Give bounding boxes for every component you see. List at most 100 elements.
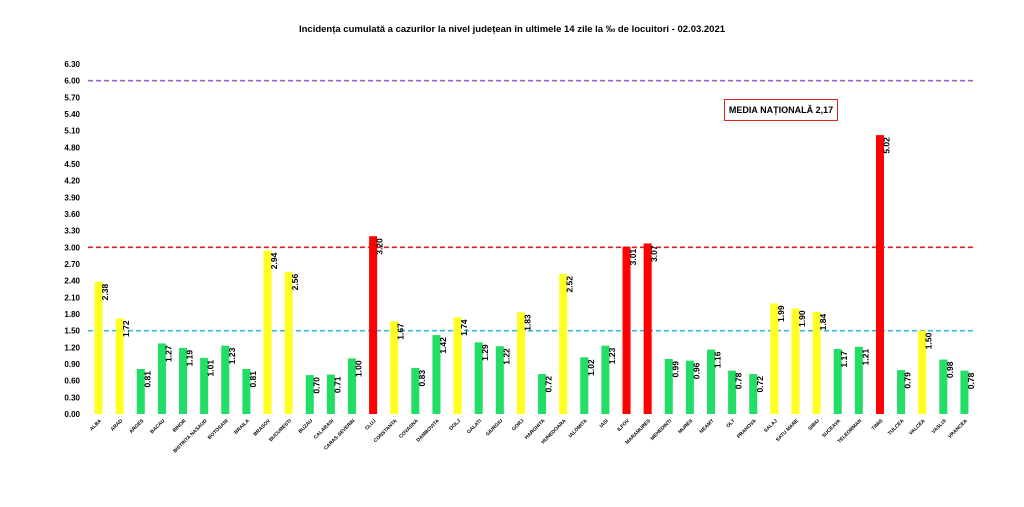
y-tick-label: 4.80 xyxy=(64,143,80,152)
bar xyxy=(242,369,251,414)
bar xyxy=(495,346,504,414)
bar xyxy=(601,345,610,414)
bar xyxy=(875,135,884,414)
data-label: 3.20 xyxy=(375,238,385,255)
x-tick-label: SALAJ xyxy=(763,418,779,434)
data-label: 1.83 xyxy=(522,314,532,331)
x-tick-label: MEHEDINTI xyxy=(649,418,673,442)
bar xyxy=(263,250,272,414)
bar xyxy=(833,349,842,414)
x-tick-label: TULCEA xyxy=(887,418,906,437)
x-tick-label: SIBIU xyxy=(807,418,821,432)
y-tick-label: 1.80 xyxy=(64,310,80,319)
data-label: 1.17 xyxy=(839,351,849,368)
bar xyxy=(559,274,568,414)
x-tick-label: IALOMITA xyxy=(568,418,589,439)
bar xyxy=(918,330,927,414)
y-tick-label: 6.00 xyxy=(64,77,80,86)
x-tick-label: COVASNA xyxy=(398,418,420,440)
y-tick-label: 1.50 xyxy=(64,327,80,336)
data-label: 2.56 xyxy=(290,274,300,291)
y-tick-label: 6.30 xyxy=(64,60,80,69)
data-label: 1.90 xyxy=(797,310,807,327)
data-label: 5.02 xyxy=(881,137,891,154)
y-tick-label: 5.70 xyxy=(64,93,80,102)
bar xyxy=(179,347,188,414)
bar xyxy=(432,335,441,414)
data-label: 1.02 xyxy=(586,359,596,376)
y-tick-label: 1.20 xyxy=(64,343,80,352)
bar xyxy=(939,359,948,414)
data-label: 1.00 xyxy=(354,360,364,377)
data-label: 2.94 xyxy=(269,252,279,269)
data-label: 0.81 xyxy=(248,371,258,388)
data-label: 0.96 xyxy=(691,362,701,379)
bar xyxy=(728,370,737,414)
bar xyxy=(474,342,483,414)
national-average-annotation: MEDIA NAȚIONALĂ 2,17 xyxy=(724,99,838,121)
data-label: 0.78 xyxy=(966,372,976,389)
data-label: 0.98 xyxy=(945,361,955,378)
bar xyxy=(960,370,969,414)
x-tick-label: OLT xyxy=(725,418,736,429)
x-tick-label: DAMBOVITA xyxy=(415,418,441,444)
data-label: 1.21 xyxy=(860,349,870,366)
x-tick-label: TIMIS xyxy=(871,418,885,432)
data-label: 0.72 xyxy=(544,376,554,393)
data-label: 1.72 xyxy=(121,320,131,337)
y-tick-label: 3.00 xyxy=(64,243,80,252)
bar xyxy=(347,358,357,414)
data-label: 1.84 xyxy=(818,314,828,331)
data-label: 2.38 xyxy=(100,284,110,301)
data-label: 0.99 xyxy=(670,361,680,378)
threshold-lines xyxy=(88,79,975,332)
data-label: 1.16 xyxy=(713,351,723,368)
x-tick-label: GIURGIU xyxy=(485,418,505,438)
bar xyxy=(538,374,547,414)
bar xyxy=(685,360,694,414)
bar xyxy=(791,308,800,414)
chart-title: Incidența cumulată a cazurilor la nivel … xyxy=(298,24,726,35)
bar xyxy=(157,343,166,414)
bar xyxy=(706,349,716,414)
x-tick-label: BUZAU xyxy=(298,418,315,435)
bar xyxy=(200,357,209,414)
bar xyxy=(812,311,821,414)
data-label: 0.71 xyxy=(332,376,342,393)
bar xyxy=(221,345,230,414)
data-label: 0.78 xyxy=(734,372,744,389)
x-tick-label: ILFOV xyxy=(616,418,631,433)
bar xyxy=(369,236,378,414)
bar xyxy=(305,375,314,414)
data-label: 1.74 xyxy=(459,319,469,336)
y-tick-label: 2.40 xyxy=(64,277,80,286)
x-tick-label: ARGES xyxy=(128,418,145,435)
data-labels: 2.38 1.72 0.81 1.27 1.19 1.01 1.23 0.81 2.94 2.56… xyxy=(100,137,976,394)
x-tick-label: BRASOV xyxy=(253,418,273,438)
x-tick-label: CLUJ xyxy=(364,418,378,432)
data-label: 1.22 xyxy=(501,348,511,365)
data-label: 1.99 xyxy=(776,305,786,322)
data-label: 1.67 xyxy=(396,323,406,340)
y-tick-label: 4.50 xyxy=(64,160,80,169)
bar xyxy=(516,312,525,414)
bar xyxy=(390,321,399,414)
y-axis-labels: 0.00 0.30 0.60 0.90 1.20 1.50 1.80 2.10 2.40 2.70… xyxy=(64,60,80,419)
data-label: 0.70 xyxy=(311,377,321,394)
y-tick-label: 2.10 xyxy=(64,293,80,302)
bar xyxy=(749,374,758,414)
x-tick-label: NEAMT xyxy=(699,418,716,435)
bar xyxy=(854,346,863,414)
y-tick-label: 5.10 xyxy=(64,127,80,136)
x-tick-label: BRAILA xyxy=(233,418,251,436)
x-tick-label: VALCEA xyxy=(908,418,927,437)
x-tick-label: SATU MARE xyxy=(775,418,800,443)
y-tick-label: 0.30 xyxy=(64,393,80,402)
bar xyxy=(136,369,145,414)
x-tick-label: GORJ xyxy=(511,418,525,432)
data-label: 0.81 xyxy=(142,371,152,388)
bars xyxy=(94,135,969,414)
bar xyxy=(770,303,779,414)
x-tick-label: BUCURESTI xyxy=(268,418,293,443)
